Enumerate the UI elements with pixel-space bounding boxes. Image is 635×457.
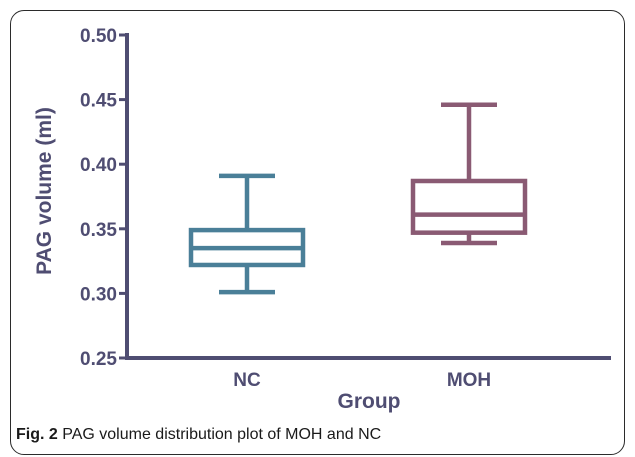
axes — [125, 33, 611, 360]
boxes — [188, 102, 528, 295]
y-tick-label: 0.40 — [80, 155, 117, 176]
x-tick-label: NC — [233, 370, 261, 391]
x-axis-label: Group — [338, 390, 401, 413]
y-tick-label: 0.35 — [80, 220, 117, 241]
iqr-box — [410, 178, 528, 235]
box-moh — [410, 102, 528, 246]
caption-label: Fig. 2 — [16, 426, 58, 443]
box-nc — [188, 173, 306, 295]
y-axis-label: PAG volume (ml) — [33, 107, 56, 275]
y-ticks: 0.50 0.45 0.40 0.35 0.30 0.25 — [80, 26, 127, 370]
x-tick-label: MOH — [447, 370, 491, 391]
caption-text: PAG volume distribution plot of MOH and … — [62, 426, 382, 443]
figure-caption: Fig. 2 PAG volume distribution plot of M… — [16, 426, 381, 444]
y-tick-label: 0.50 — [80, 26, 117, 47]
y-tick-label: 0.30 — [80, 284, 117, 305]
y-tick-label: 0.25 — [80, 349, 117, 370]
y-tick-label: 0.45 — [80, 91, 117, 112]
x-ticks: NC MOH — [233, 370, 491, 391]
